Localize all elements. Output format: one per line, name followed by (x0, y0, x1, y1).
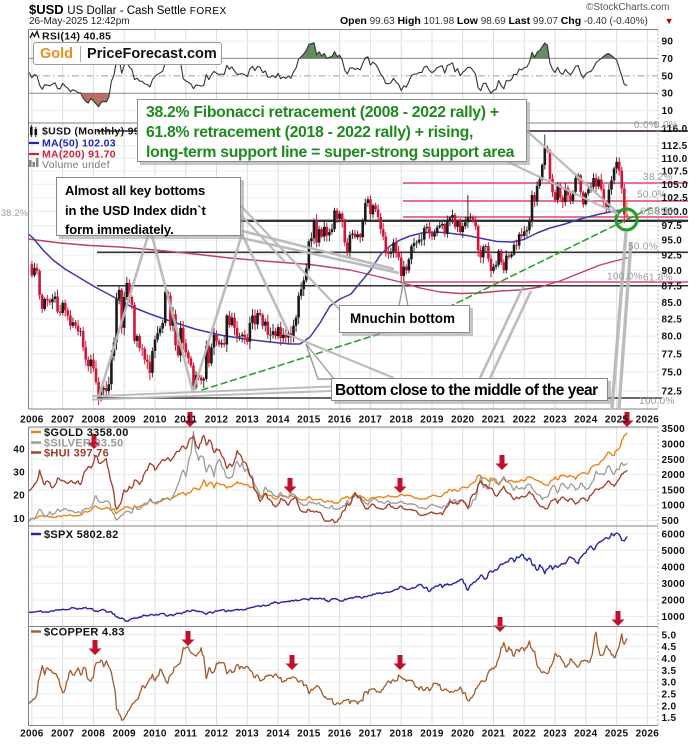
svg-text:50.0%: 50.0% (628, 241, 658, 252)
svg-text:40: 40 (13, 444, 25, 455)
svg-text:Volume undef: Volume undef (42, 159, 110, 171)
svg-text:92.5: 92.5 (662, 251, 683, 262)
svg-text:2024: 2024 (574, 729, 598, 740)
svg-text:2010: 2010 (143, 415, 167, 426)
svg-text:$HUI 397.76: $HUI 397.76 (44, 448, 109, 460)
svg-text:2017: 2017 (359, 729, 383, 740)
svg-text:10: 10 (662, 106, 674, 117)
svg-text:100.0%: 100.0% (607, 272, 643, 283)
svg-text:2021: 2021 (482, 729, 506, 740)
svg-text:4.5: 4.5 (662, 642, 677, 653)
svg-text:2016: 2016 (328, 729, 352, 740)
svg-text:$COPPER 4.83: $COPPER 4.83 (44, 627, 125, 639)
svg-text:2000: 2000 (662, 470, 686, 481)
svg-text:2015: 2015 (297, 729, 321, 740)
svg-text:70: 70 (662, 54, 674, 65)
svg-text:50: 50 (662, 71, 674, 82)
svg-text:2026: 2026 (636, 729, 660, 740)
svg-text:112.5: 112.5 (662, 141, 688, 152)
svg-text:2025: 2025 (605, 729, 629, 740)
svg-text:4000: 4000 (662, 562, 686, 573)
svg-text:3500: 3500 (662, 424, 686, 435)
svg-text:2.0: 2.0 (662, 701, 677, 712)
svg-text:2008: 2008 (82, 729, 106, 740)
svg-text:2009: 2009 (112, 415, 136, 426)
svg-text:10: 10 (13, 514, 25, 525)
svg-text:2.5: 2.5 (662, 689, 677, 700)
svg-text:38.2%: 38.2% (648, 206, 678, 217)
svg-text:50.0%: 50.0% (637, 190, 667, 201)
svg-text:77.5: 77.5 (662, 349, 683, 360)
svg-text:2020: 2020 (451, 415, 475, 426)
svg-text:2006: 2006 (20, 729, 44, 740)
svg-text:30: 30 (13, 468, 25, 479)
svg-text:82.5: 82.5 (662, 314, 683, 325)
svg-text:2014: 2014 (266, 729, 290, 740)
svg-text:5.0: 5.0 (662, 630, 677, 641)
svg-text:2023: 2023 (543, 729, 567, 740)
svg-text:1000: 1000 (662, 612, 686, 623)
svg-text:2014: 2014 (266, 415, 290, 426)
svg-text:2012: 2012 (205, 415, 229, 426)
svg-text:97.5: 97.5 (662, 221, 683, 232)
svg-text:20: 20 (13, 491, 25, 502)
svg-text:$USD (Monthly) 99.0: $USD (Monthly) 99.0 (42, 126, 149, 138)
svg-text:85.0: 85.0 (662, 298, 683, 309)
svg-text:2010: 2010 (143, 729, 167, 740)
svg-text:2022: 2022 (513, 729, 537, 740)
svg-text:95.0: 95.0 (662, 236, 683, 247)
svg-text:1000: 1000 (662, 501, 686, 512)
svg-text:2011: 2011 (174, 415, 197, 426)
svg-text:RSI(14) 40.85: RSI(14) 40.85 (42, 31, 111, 43)
svg-text:2500: 2500 (662, 455, 686, 466)
svg-text:2006: 2006 (20, 415, 44, 426)
svg-text:100.0%: 100.0% (639, 396, 675, 407)
svg-text:2026: 2026 (636, 415, 660, 426)
svg-text:4.0: 4.0 (662, 654, 677, 665)
svg-text:2017: 2017 (359, 415, 383, 426)
svg-text:2018: 2018 (389, 729, 413, 740)
svg-text:2015: 2015 (297, 415, 321, 426)
svg-text:2019: 2019 (420, 415, 444, 426)
svg-text:2012: 2012 (205, 729, 229, 740)
svg-text:0.0%: 0.0% (654, 120, 678, 131)
svg-text:5000: 5000 (662, 546, 686, 557)
svg-text:6000: 6000 (662, 529, 686, 540)
svg-text:2011: 2011 (174, 729, 197, 740)
svg-text:3.5: 3.5 (662, 666, 677, 677)
svg-text:2013: 2013 (236, 729, 260, 740)
svg-text:1.5: 1.5 (662, 713, 677, 724)
svg-text:75.0: 75.0 (662, 368, 683, 379)
svg-text:2016: 2016 (328, 415, 352, 426)
svg-text:2022: 2022 (513, 415, 537, 426)
svg-text:3000: 3000 (662, 440, 686, 451)
svg-text:2008: 2008 (82, 415, 106, 426)
svg-text:2000: 2000 (662, 596, 686, 607)
svg-text:90: 90 (662, 37, 674, 48)
svg-text:38.2%: 38.2% (643, 172, 673, 183)
svg-text:2019: 2019 (420, 729, 444, 740)
svg-text:2009: 2009 (112, 729, 136, 740)
svg-text:2018: 2018 (389, 415, 413, 426)
svg-text:2024: 2024 (574, 415, 598, 426)
svg-text:2007: 2007 (51, 415, 75, 426)
svg-text:61.8%: 61.8% (643, 272, 673, 283)
svg-text:38.2%: 38.2% (1, 208, 28, 218)
svg-text:1500: 1500 (662, 485, 686, 496)
svg-text:2013: 2013 (236, 415, 260, 426)
svg-text:$SPX 5802.82: $SPX 5802.82 (44, 529, 119, 541)
svg-text:3.0: 3.0 (662, 678, 677, 689)
svg-text:80.0: 80.0 (662, 332, 683, 343)
svg-text:500: 500 (662, 516, 680, 527)
svg-text:2020: 2020 (451, 729, 475, 740)
svg-text:2007: 2007 (51, 729, 75, 740)
svg-text:2021: 2021 (482, 415, 506, 426)
svg-text:2025: 2025 (605, 415, 629, 426)
svg-text:2023: 2023 (543, 415, 567, 426)
svg-text:30: 30 (662, 89, 674, 100)
svg-text:3000: 3000 (662, 579, 686, 590)
svg-text:110.0: 110.0 (662, 154, 688, 165)
